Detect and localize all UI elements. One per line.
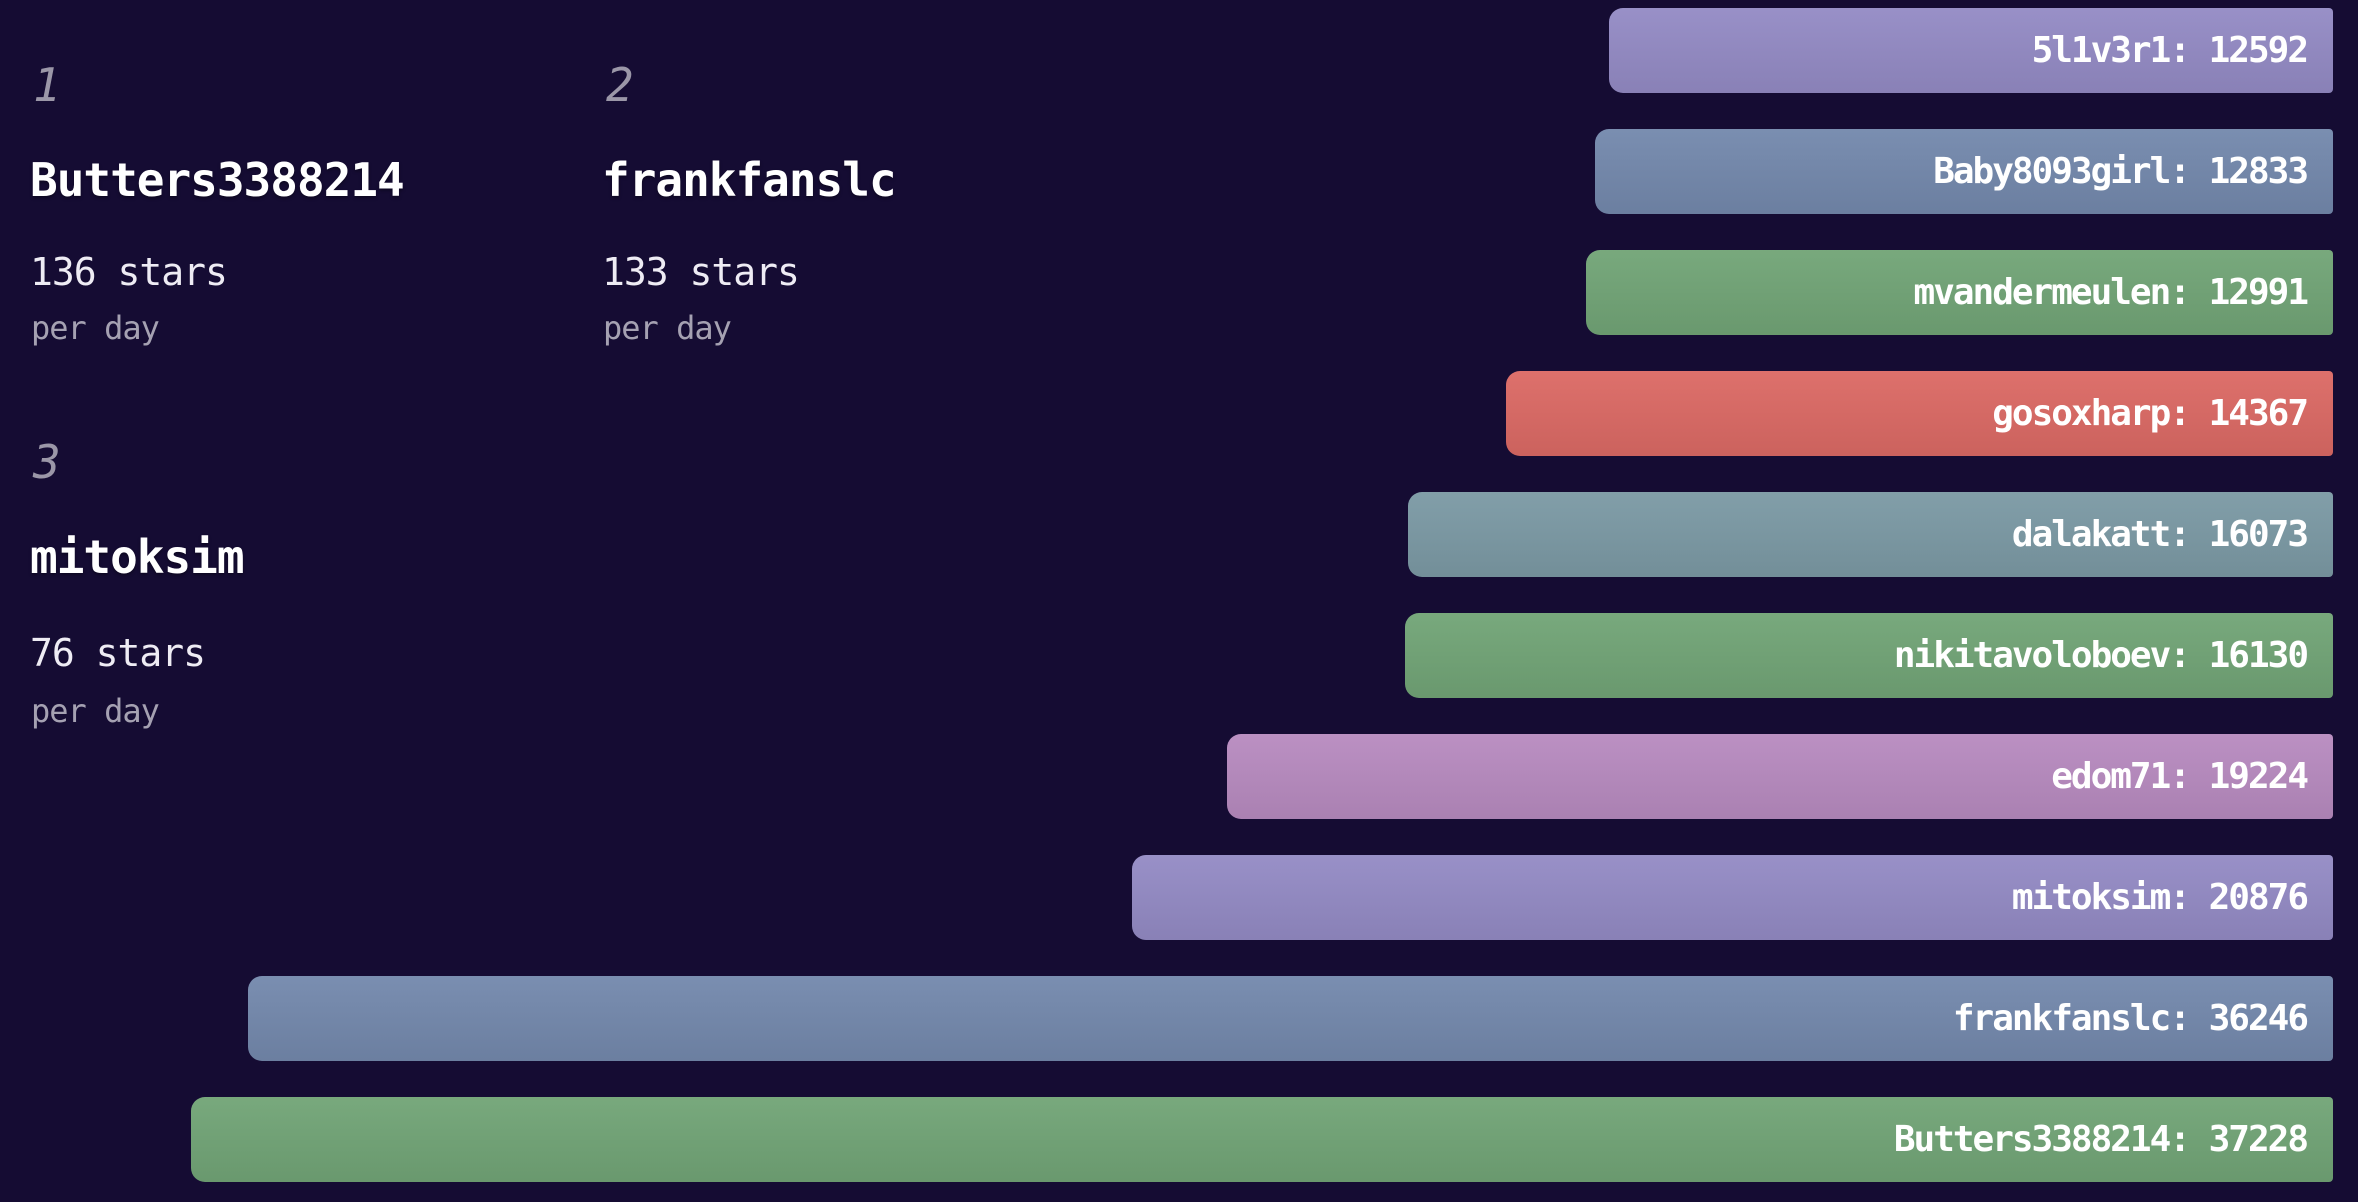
- bar-value-label: frankfanslc: 36246: [1952, 998, 2309, 1039]
- bar-value-label: 5l1v3r1: 12592: [2031, 30, 2309, 71]
- bar-value-label: mitoksim: 20876: [2011, 877, 2309, 918]
- bar-dalakatt: dalakatt: 16073: [1408, 492, 2333, 577]
- bar-value-label: Baby8093girl: 12833: [1933, 151, 2309, 192]
- bar-mitoksim: mitoksim: 20876: [1132, 855, 2333, 940]
- bar-value-label: edom71: 19224: [2051, 756, 2309, 797]
- bar-value-label: dalakatt: 16073: [2011, 514, 2309, 555]
- bar-value-label: nikitavoloboev: 16130: [1893, 635, 2309, 676]
- bar-value-label: Butters3388214: 37228: [1893, 1119, 2309, 1160]
- bar-edom71: edom71: 19224: [1227, 734, 2333, 819]
- bar-gosoxharp: gosoxharp: 14367: [1506, 371, 2333, 456]
- bar-Butters3388214: Butters3388214: 37228: [191, 1097, 2333, 1182]
- bar-mvandermeulen: mvandermeulen: 12991: [1586, 250, 2333, 335]
- bar-value-label: mvandermeulen: 12991: [1913, 272, 2309, 313]
- bar-value-label: gosoxharp: 14367: [1992, 393, 2309, 434]
- bar-5l1v3r1: 5l1v3r1: 12592: [1609, 8, 2333, 93]
- bar-frankfanslc: frankfanslc: 36246: [248, 976, 2333, 1061]
- bar-Baby8093girl: Baby8093girl: 12833: [1595, 129, 2333, 214]
- bar-nikitavoloboev: nikitavoloboev: 16130: [1405, 613, 2333, 698]
